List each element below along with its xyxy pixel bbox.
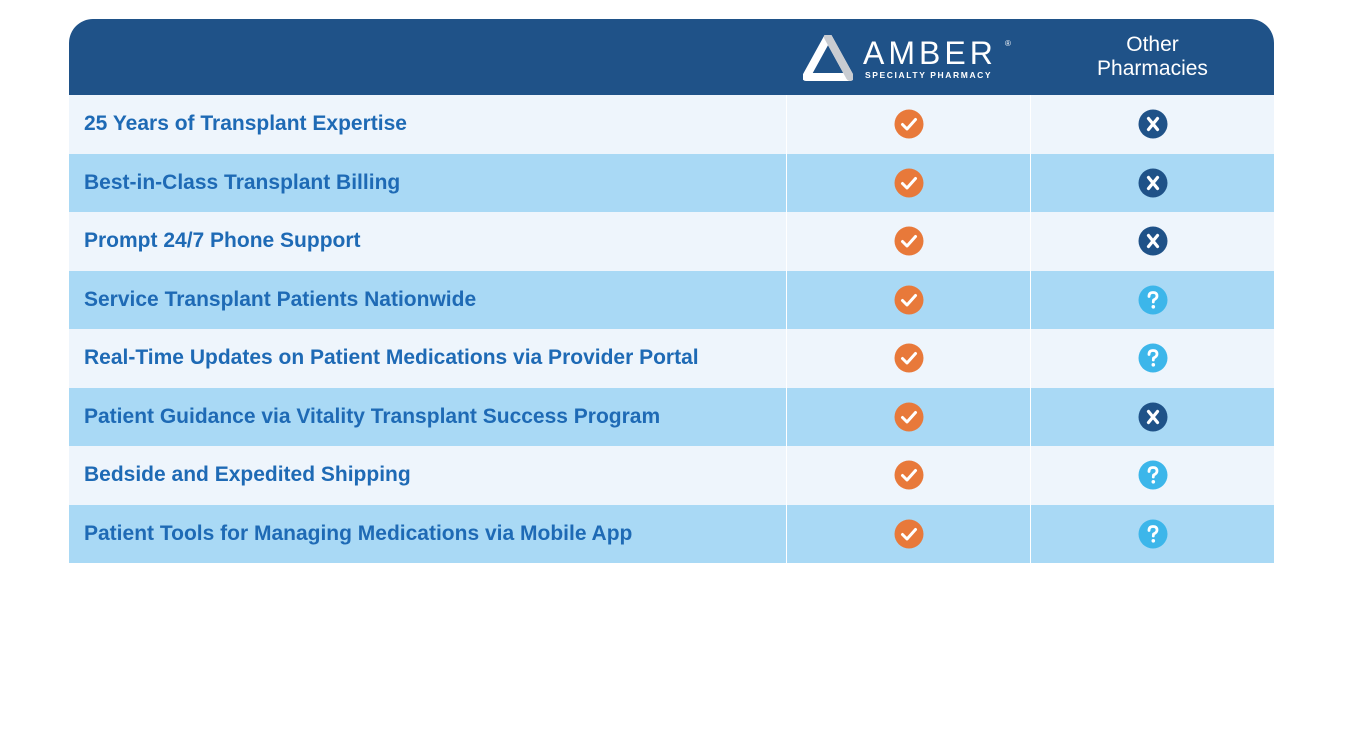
feature-label: Patient Guidance via Vitality Transplant… bbox=[84, 404, 661, 428]
feature-label: Best-in-Class Transplant Billing bbox=[84, 170, 401, 194]
amber-logo: AMBER ® SPECIALTY PHARMACY bbox=[803, 35, 1015, 81]
feature-label: Prompt 24/7 Phone Support bbox=[84, 229, 361, 253]
brand-subtitle: SPECIALTY PHARMACY bbox=[865, 70, 993, 80]
x-icon bbox=[1138, 402, 1168, 432]
brand-registered-mark: ® bbox=[1005, 39, 1011, 48]
other-pharmacies-cell bbox=[1030, 329, 1274, 388]
x-icon bbox=[1138, 168, 1168, 198]
feature-label: Bedside and Expedited Shipping bbox=[84, 463, 411, 487]
amber-logo-mark-icon bbox=[803, 35, 853, 81]
question-icon bbox=[1138, 460, 1168, 490]
other-pharmacies-cell bbox=[1030, 270, 1274, 329]
check-icon bbox=[894, 226, 924, 256]
feature-label: Real-Time Updates on Patient Medications… bbox=[84, 346, 699, 370]
table-row: 25 Years of Transplant Expertise bbox=[69, 95, 1274, 154]
check-icon bbox=[894, 285, 924, 315]
amber-cell bbox=[786, 504, 1030, 563]
amber-cell bbox=[786, 153, 1030, 212]
table-row: Patient Guidance via Vitality Transplant… bbox=[69, 387, 1274, 446]
check-icon bbox=[894, 343, 924, 373]
x-icon bbox=[1138, 109, 1168, 139]
other-pharmacies-cell bbox=[1030, 95, 1274, 154]
other-pharmacies-cell bbox=[1030, 153, 1274, 212]
table-row: Patient Tools for Managing Medications v… bbox=[69, 504, 1274, 563]
amber-cell bbox=[786, 329, 1030, 388]
question-icon bbox=[1138, 519, 1168, 549]
amber-cell bbox=[786, 387, 1030, 446]
x-icon bbox=[1138, 226, 1168, 256]
question-icon bbox=[1138, 285, 1168, 315]
amber-cell bbox=[786, 212, 1030, 271]
table-header: AMBER ® SPECIALTY PHARMACY Other Pharmac… bbox=[69, 19, 1274, 95]
other-heading-line2: Pharmacies bbox=[1097, 57, 1208, 80]
other-pharmacies-cell bbox=[1030, 387, 1274, 446]
feature-label: Patient Tools for Managing Medications v… bbox=[84, 521, 633, 545]
table-row: Best-in-Class Transplant Billing bbox=[69, 153, 1274, 212]
amber-cell bbox=[786, 95, 1030, 154]
other-heading-line1: Other bbox=[1126, 33, 1179, 56]
table-row: Bedside and Expedited Shipping bbox=[69, 446, 1274, 505]
feature-label: 25 Years of Transplant Expertise bbox=[84, 112, 407, 136]
table-row: Prompt 24/7 Phone Support bbox=[69, 212, 1274, 271]
check-icon bbox=[894, 109, 924, 139]
feature-label: Service Transplant Patients Nationwide bbox=[84, 287, 477, 311]
question-icon bbox=[1138, 343, 1168, 373]
table-row: Service Transplant Patients Nationwide bbox=[69, 270, 1274, 329]
check-icon bbox=[894, 460, 924, 490]
other-pharmacies-cell bbox=[1030, 212, 1274, 271]
comparison-table: AMBER ® SPECIALTY PHARMACY Other Pharmac… bbox=[69, 19, 1274, 563]
other-pharmacies-cell bbox=[1030, 446, 1274, 505]
check-icon bbox=[894, 168, 924, 198]
check-icon bbox=[894, 519, 924, 549]
table-body: 25 Years of Transplant Expertise Best-in-… bbox=[69, 95, 1274, 563]
amber-cell bbox=[786, 270, 1030, 329]
other-pharmacies-cell bbox=[1030, 504, 1274, 563]
check-icon bbox=[894, 402, 924, 432]
other-pharmacies-heading: Other Pharmacies bbox=[1031, 33, 1274, 81]
table-row: Real-Time Updates on Patient Medications… bbox=[69, 329, 1274, 388]
amber-cell bbox=[786, 446, 1030, 505]
brand-name: AMBER bbox=[863, 35, 997, 71]
